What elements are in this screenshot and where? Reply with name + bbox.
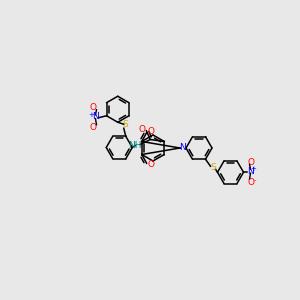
Text: O: O <box>139 125 146 134</box>
Text: O: O <box>247 158 254 167</box>
Text: NH: NH <box>128 141 142 150</box>
Text: +: + <box>250 166 256 172</box>
Text: S: S <box>211 163 216 172</box>
Text: O: O <box>89 103 96 112</box>
Text: +: + <box>88 112 94 118</box>
Text: O: O <box>89 123 96 132</box>
Text: N: N <box>247 167 254 176</box>
Text: N: N <box>180 143 186 152</box>
Text: S: S <box>122 120 128 129</box>
Text: O: O <box>247 178 254 187</box>
Text: O: O <box>147 160 154 169</box>
Text: O: O <box>147 127 154 136</box>
Text: -: - <box>253 177 256 183</box>
Text: N: N <box>92 112 99 121</box>
